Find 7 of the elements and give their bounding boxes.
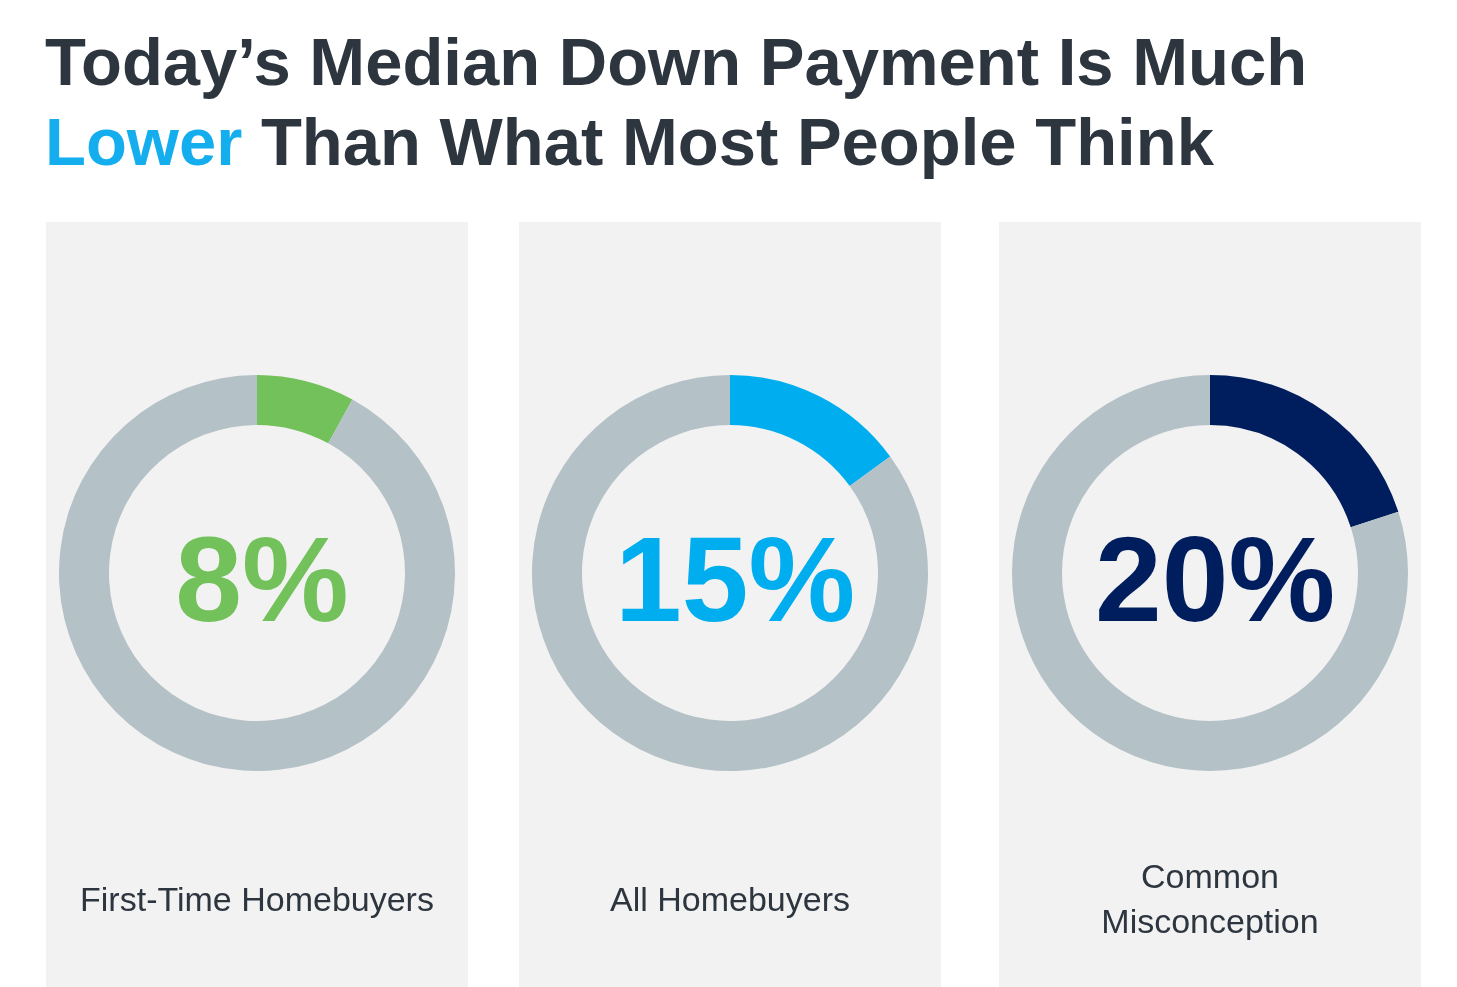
text: 20%	[1094, 512, 1336, 646]
text: 8%	[175, 512, 349, 646]
text: All Homebuyers	[610, 878, 850, 920]
text: Common Misconception	[1101, 856, 1319, 942]
chart-title: Today’s Median Down Payment Is Much Lower Than What Most People Think	[45, 24, 1308, 179]
text: First-Time Homebuyers	[80, 878, 434, 920]
text: 15%	[614, 512, 856, 646]
